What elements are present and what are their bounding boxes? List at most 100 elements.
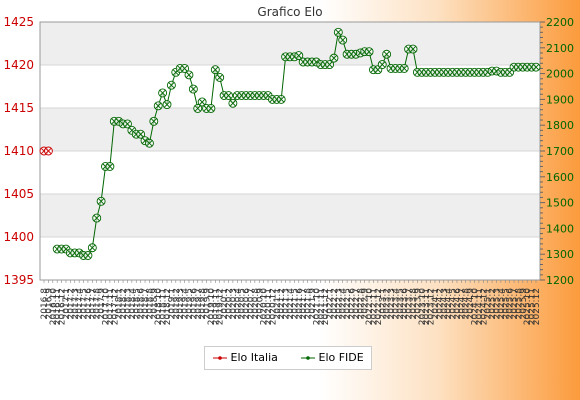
x-tick-label: 2020.11 <box>264 288 274 325</box>
x-tick-label: 2017.6 <box>84 288 94 320</box>
x-tick-label: 2019.10 <box>207 288 217 325</box>
x-tick-label: 2019.3 <box>176 288 186 320</box>
x-tick-label: 2022.1 <box>326 288 336 320</box>
x-tick-label: 2016.10 <box>49 288 59 325</box>
x-tick-label: 2019.6 <box>189 288 199 320</box>
y-right-tick-label: 1800 <box>546 119 574 132</box>
data-point-cross-elo-fide <box>98 198 105 205</box>
x-tick-label: 2021.12 <box>321 288 331 325</box>
legend: Elo Italia Elo FIDE <box>204 346 372 370</box>
x-tick-label: 2024.6 <box>453 288 463 320</box>
x-tick-label: 2023.10 <box>418 288 428 325</box>
x-tick-label: 2017.7 <box>88 288 98 320</box>
x-tick-label: 2022.5 <box>343 288 353 320</box>
legend-label-elo-italia: Elo Italia <box>230 351 278 364</box>
x-tick-label: 2025.10 <box>523 288 533 325</box>
data-point-cross-elo-fide <box>335 29 342 36</box>
data-point-cross-elo-fide <box>383 51 390 58</box>
x-tick-label: 2024.1 <box>431 288 441 320</box>
y-left-tick-label: 1395 <box>3 273 34 287</box>
x-tick-label: 2021.2 <box>277 288 287 320</box>
x-tick-label: 2019.5 <box>185 288 195 320</box>
data-point-cross-elo-fide <box>89 244 96 251</box>
legend-item-elo-fide: Elo FIDE <box>301 351 364 364</box>
x-tick-label: 2021.5 <box>290 288 300 320</box>
x-tick-label: 2024.8 <box>462 288 472 320</box>
data-point-cross-elo-fide <box>229 100 236 107</box>
x-tick-label: 2025.5 <box>501 288 511 320</box>
x-tick-label: 2023.7 <box>405 288 415 320</box>
x-tick-label: 2025.6 <box>506 288 516 320</box>
data-point-cross-elo-fide <box>168 82 175 89</box>
x-tick-label: 2023.8 <box>409 288 419 320</box>
data-point-cross-elo-fide <box>159 90 166 96</box>
x-tick-label: 2025.3 <box>492 288 502 320</box>
x-tick-label: 2018.8 <box>145 288 155 320</box>
legend-marker-elo-fide-icon <box>301 356 315 360</box>
x-tick-label: 2017.10 <box>102 288 112 325</box>
x-tick-label: 2021.8 <box>304 288 314 320</box>
x-tick-label: 2016.12 <box>58 288 68 325</box>
data-point-cross-elo-fide <box>106 163 113 170</box>
x-tick-label: 2024.7 <box>457 288 467 320</box>
y-right-tick-label: 1400 <box>546 222 574 235</box>
y-left-tick-label: 1400 <box>3 230 34 244</box>
x-tick-label: 2025.11 <box>528 288 538 325</box>
x-tick-label: 2018.4 <box>128 288 138 320</box>
y-left-tick-label: 1410 <box>3 144 34 158</box>
x-tick-label: 2019.8 <box>198 288 208 320</box>
x-tick-label: 2020.4 <box>233 288 243 320</box>
data-point-cross-elo-fide <box>150 118 157 125</box>
x-tick-label: 2019.1 <box>167 288 177 320</box>
x-tick-label: 2021.4 <box>286 288 296 320</box>
x-tick-label: 2023.2 <box>383 288 393 320</box>
chart-title: Grafico Elo <box>257 5 322 19</box>
x-tick-label: 2023.4 <box>391 288 401 320</box>
data-point-cross-elo-fide <box>164 101 170 108</box>
data-point-cross-elo-fide <box>331 55 337 62</box>
x-tick-label: 2025.12 <box>532 288 542 325</box>
x-tick-label: 2022.6 <box>348 288 358 320</box>
x-tick-label: 2022.3 <box>334 288 344 320</box>
data-point-cross-elo-fide <box>410 46 416 53</box>
data-point-cross-elo-fide <box>93 215 100 221</box>
y-left-tick-label: 1405 <box>3 187 34 201</box>
x-tick-label: 2018.6 <box>137 288 147 320</box>
x-tick-label: 2024.12 <box>479 288 489 325</box>
y-right-tick-label: 2200 <box>546 16 574 29</box>
x-tick-label: 2018.1 <box>115 288 125 320</box>
y-left-tick-label: 1425 <box>3 15 34 29</box>
x-tick-label: 2018.12 <box>163 288 173 325</box>
y-right-tick-label: 1900 <box>546 93 574 106</box>
data-point-cross-elo-fide <box>225 92 232 99</box>
x-tick-label: 2017.11 <box>106 288 116 325</box>
x-tick-label: 2017.12 <box>110 288 120 325</box>
x-tick-label: 2022.12 <box>374 288 384 325</box>
x-tick-label: 2019.4 <box>181 288 191 320</box>
x-tick-label: 2019.2 <box>172 288 182 320</box>
legend-label-elo-fide: Elo FIDE <box>318 351 364 364</box>
x-tick-label: 2023.1 <box>378 288 388 320</box>
data-point-cross-elo-fide <box>339 37 346 43</box>
data-point-cross-elo-fide <box>295 52 302 59</box>
x-tick-label: 2023.11 <box>422 288 432 325</box>
x-tick-label: 2025.9 <box>519 288 529 320</box>
x-tick-label: 2025.2 <box>488 288 498 320</box>
x-tick-label: 2021.1 <box>273 288 283 320</box>
x-tick-label: 2025.8 <box>514 288 524 320</box>
x-tick-label: 2023.6 <box>400 288 410 320</box>
data-point-cross-elo-fide <box>379 61 386 68</box>
x-tick-label: 2022.9 <box>361 288 371 320</box>
x-tick-label: 2020.7 <box>246 288 256 320</box>
y-right-tick-label: 1500 <box>546 197 574 210</box>
x-tick-label: 2018.7 <box>141 288 151 320</box>
data-point-cross-elo-fide <box>181 65 188 72</box>
x-tick-label: 2022.11 <box>369 288 379 325</box>
data-point-cross-elo-fide <box>190 86 197 92</box>
x-tick-label: 2016.8 <box>40 288 50 320</box>
x-tick-label: 2025.4 <box>497 288 507 320</box>
data-point-cross-elo-fide <box>146 140 153 147</box>
x-tick-label: 2018.11 <box>159 288 169 325</box>
y-right-tick-label: 1700 <box>546 145 574 158</box>
